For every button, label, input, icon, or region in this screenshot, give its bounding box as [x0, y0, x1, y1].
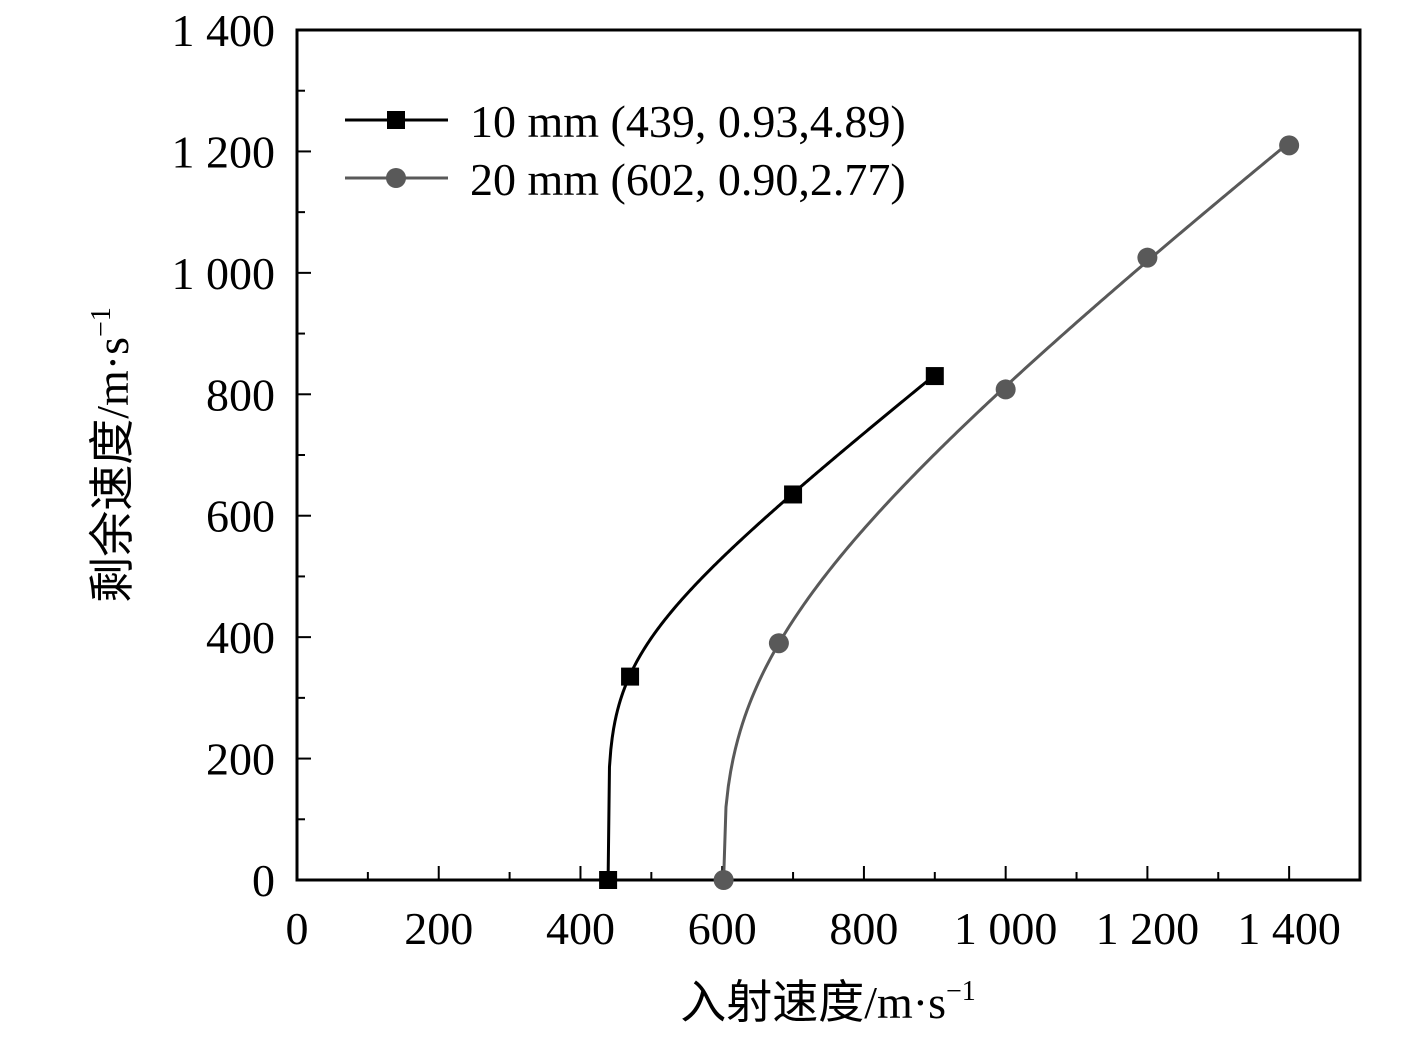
- x-axis-title-main: 入射速度/m·s: [680, 977, 946, 1028]
- data-point-square: [784, 485, 803, 504]
- y-tick-label: 1 400: [172, 5, 276, 56]
- data-point-square: [925, 367, 944, 386]
- y-tick-label: 1 200: [172, 126, 276, 177]
- x-axis-title-superscript: −1: [946, 976, 976, 1007]
- x-tick-label: 200: [404, 903, 473, 954]
- x-tick-label: 400: [546, 903, 615, 954]
- legend-label-10mm: 10 mm (439, 0.93,4.89): [470, 96, 906, 147]
- legend-item-10mm: 10 mm (439, 0.93,4.89): [345, 96, 906, 147]
- x-tick-label: 1 400: [1237, 903, 1341, 954]
- x-tick-label: 0: [286, 903, 309, 954]
- y-tick-label: 600: [206, 491, 275, 542]
- data-point-circle: [768, 633, 789, 654]
- fit-curve-series-2: [722, 141, 1291, 881]
- y-tick-labels: 0 200 400 600 800 1 000 1 200 1 400: [172, 5, 276, 906]
- x-tick-label: 1 200: [1096, 903, 1200, 954]
- legend-marker-square: [387, 111, 405, 129]
- x-tick-labels: 0 200 400 600 800 1 000 1 200 1 400: [286, 903, 1341, 954]
- legend-item-20mm: 20 mm (602, 0.90,2.77): [345, 154, 906, 205]
- y-axis-title-main: 剩余速度/m·s: [87, 337, 138, 603]
- data-point-square: [621, 667, 640, 686]
- y-tick-label: 1 000: [172, 248, 276, 299]
- data-point-circle: [1279, 135, 1300, 156]
- y-axis-title: 剩余速度/m·s−1: [86, 307, 138, 603]
- axis-ticks: [297, 89, 1291, 880]
- x-tick-label: 800: [829, 903, 898, 954]
- data-point-square: [599, 871, 618, 889]
- fit-curves: [606, 141, 1291, 881]
- y-tick-label: 200: [206, 734, 275, 785]
- data-points: [599, 135, 1300, 890]
- y-tick-label: 0: [252, 855, 275, 906]
- legend-label-20mm: 20 mm (602, 0.90,2.77): [470, 154, 906, 205]
- data-point-circle: [713, 870, 734, 890]
- data-point-circle: [1137, 247, 1158, 268]
- x-tick-label: 600: [688, 903, 757, 954]
- data-point-circle: [995, 379, 1016, 400]
- fit-curve-series-1: [606, 373, 936, 881]
- y-tick-label: 800: [206, 369, 275, 420]
- x-tick-label: 1 000: [954, 903, 1058, 954]
- legend: 10 mm (439, 0.93,4.89) 20 mm (602, 0.90,…: [345, 96, 906, 205]
- y-tick-label: 400: [206, 612, 275, 663]
- y-axis-title-superscript: −1: [86, 307, 117, 337]
- legend-marker-circle: [386, 168, 406, 188]
- x-axis-title: 入射速度/m·s−1: [680, 976, 976, 1028]
